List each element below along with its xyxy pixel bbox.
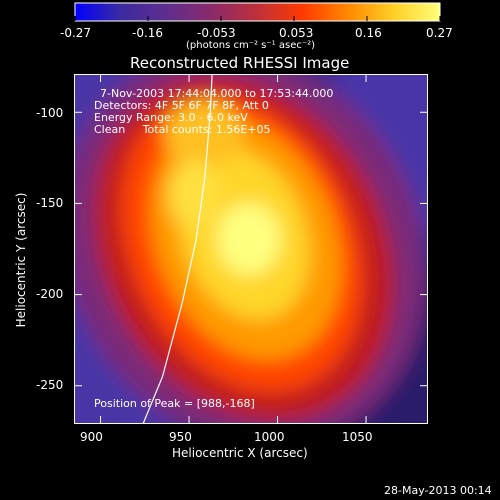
x-tick-label: 1050 <box>342 430 373 444</box>
colorbar <box>74 2 441 22</box>
y-tick-label: -150 <box>36 196 64 210</box>
x-axis-title: Heliocentric X (arcsec) <box>172 446 308 460</box>
plot-title: Reconstructed RHESSI Image <box>130 54 350 72</box>
plot-frame <box>74 74 428 424</box>
y-axis-ticks <box>74 111 428 387</box>
info-energy-range: Energy Range: 3.0 - 6.0 keV <box>94 111 248 124</box>
emission-layers <box>74 74 428 424</box>
y-tick-label: -100 <box>36 106 64 120</box>
x-axis-ticks <box>100 74 367 424</box>
emission-knot-north <box>164 100 244 168</box>
colorbar-bar <box>74 2 441 22</box>
footer-date: 28-May-2013 00:14 <box>384 484 492 497</box>
colorbar-tick-label: -0.053 <box>197 26 236 40</box>
info-clean-counts: Clean Total counts: 1.56E+05 <box>94 123 271 136</box>
y-axis-title: Heliocentric Y (arcsec) <box>14 192 28 328</box>
info-detectors: Detectors: 4F 5F 6F 7F 8F, Att 0 <box>94 99 269 112</box>
heatmap-plot <box>74 74 428 424</box>
y-tick-label: -250 <box>36 378 64 392</box>
colorbar-tick-label: -0.16 <box>132 26 164 40</box>
colorbar-tick-label: 0.27 <box>426 26 453 40</box>
colorbar-ticks <box>74 16 441 21</box>
emission-peak <box>217 203 281 275</box>
x-tick-label: 1000 <box>254 430 285 444</box>
colorbar-tick-label: 0.053 <box>279 26 314 40</box>
colorbar-tick-label: 0.16 <box>355 26 382 40</box>
solar-limb-curve <box>142 74 213 424</box>
colorbar-tick-label: -0.27 <box>60 26 92 40</box>
peak-position-label: Position of Peak = [988,-168] <box>94 397 255 410</box>
colorbar-units-label: (photons cm⁻² s⁻¹ asec⁻²) <box>186 40 316 51</box>
y-tick-label: -200 <box>36 287 64 301</box>
x-tick-label: 900 <box>80 430 103 444</box>
x-tick-label: 950 <box>169 430 192 444</box>
emission-knot-west <box>168 160 220 228</box>
info-time-range: 7-Nov-2003 17:44:04.000 to 17:53:44.000 <box>100 87 334 100</box>
